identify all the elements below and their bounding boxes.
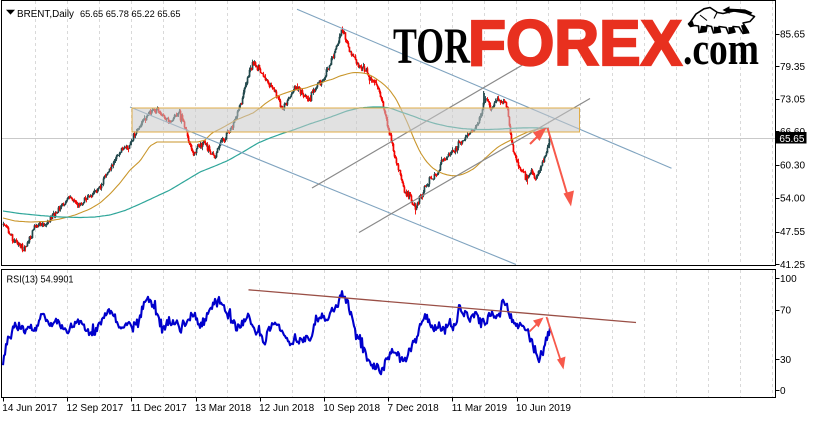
- svg-text:RSI(13) 54.9901: RSI(13) 54.9901: [7, 275, 74, 286]
- svg-text:47.55: 47.55: [780, 227, 805, 238]
- svg-text:11 Mar 2019: 11 Mar 2019: [452, 403, 508, 414]
- svg-text:30: 30: [780, 355, 792, 366]
- svg-text:65.65 65.78 65.22 65.65: 65.65 65.78 65.22 65.65: [80, 9, 181, 20]
- svg-text:79.35: 79.35: [780, 62, 805, 73]
- svg-text:12 Jun 2018: 12 Jun 2018: [259, 403, 314, 414]
- svg-text:10 Jun 2019: 10 Jun 2019: [516, 403, 571, 414]
- svg-text:13 Mar 2018: 13 Mar 2018: [195, 403, 252, 414]
- svg-text:0: 0: [780, 386, 786, 397]
- svg-text:54.00: 54.00: [780, 194, 805, 205]
- svg-text:TOR: TOR: [393, 19, 471, 75]
- svg-text:60.30: 60.30: [780, 161, 805, 172]
- svg-text:10 Sep 2018: 10 Sep 2018: [323, 403, 380, 414]
- svg-text:100: 100: [780, 274, 797, 285]
- svg-text:BRENT,Daily: BRENT,Daily: [17, 9, 74, 20]
- svg-text:11 Dec 2017: 11 Dec 2017: [131, 403, 187, 414]
- svg-text:14 Jun 2017: 14 Jun 2017: [2, 403, 57, 414]
- svg-text:7 Dec 2018: 7 Dec 2018: [388, 403, 440, 414]
- svg-text:70: 70: [780, 306, 792, 317]
- svg-text:73.05: 73.05: [780, 95, 805, 106]
- svg-text:85.65: 85.65: [780, 30, 805, 41]
- svg-text:41.25: 41.25: [780, 260, 805, 271]
- svg-text:12 Sep 2017: 12 Sep 2017: [67, 403, 124, 414]
- svg-text:65.65: 65.65: [779, 134, 804, 145]
- svg-text:FOREX: FOREX: [468, 7, 682, 79]
